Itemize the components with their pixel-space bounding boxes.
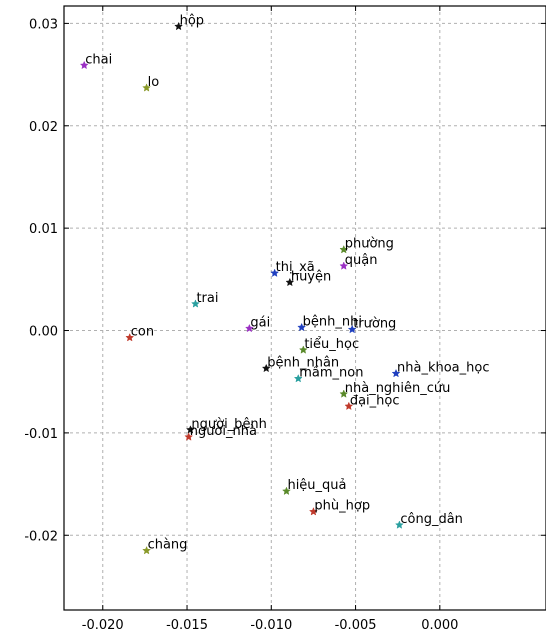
- point-label: nhà_nghiên_cứu: [345, 381, 451, 396]
- data-point: tiểu_học: [298, 337, 359, 354]
- y-tick-label: 0.03: [29, 17, 58, 32]
- point-label: phường: [345, 237, 394, 252]
- star-marker: [339, 245, 349, 254]
- star-marker: [244, 323, 254, 333]
- star-marker: [142, 83, 151, 92]
- y-tick-label: -0.01: [24, 427, 58, 442]
- x-tick-label: -0.015: [166, 618, 208, 633]
- data-point: nhà_nghiên_cứu: [339, 381, 451, 398]
- star-marker: [174, 21, 184, 31]
- star-marker: [309, 507, 318, 516]
- data-point: mầm_non: [293, 366, 363, 383]
- point-label: quận: [345, 253, 378, 268]
- data-point: trai: [191, 291, 218, 308]
- point-label: người_nhà: [190, 424, 257, 439]
- point-label: công_dân: [400, 512, 463, 527]
- data-point: phù_hợp: [309, 499, 370, 516]
- point-label: trai: [196, 291, 218, 306]
- data-point: đại_học: [344, 393, 400, 411]
- star-marker: [297, 322, 307, 332]
- star-marker: [339, 261, 349, 270]
- data-point: gái: [244, 315, 270, 333]
- point-label: phù_hợp: [314, 499, 370, 514]
- star-marker: [191, 299, 200, 308]
- star-marker: [347, 324, 357, 334]
- x-tick-label: -0.020: [82, 618, 124, 633]
- point-label: gái: [250, 315, 270, 330]
- point-label: bệnh_nhân: [267, 355, 339, 370]
- data-point: hiệu_quả: [282, 478, 347, 496]
- data-point: trường: [347, 316, 396, 334]
- data-point: hộp: [174, 13, 204, 31]
- gridlines: [64, 6, 546, 610]
- data-point: nhà_khoa_học: [391, 361, 489, 378]
- star-marker: [142, 545, 151, 555]
- point-label: tiểu_học: [304, 337, 359, 352]
- plot-frame: [63, 5, 546, 611]
- point-label: nhà_khoa_học: [397, 361, 489, 376]
- y-tick-label: -0.02: [24, 529, 58, 544]
- point-label: con: [131, 325, 154, 340]
- point-label: huyện: [291, 269, 331, 284]
- point-label: bệnh_nhi: [303, 314, 362, 329]
- star-marker: [298, 345, 308, 354]
- y-tick-label: 0.00: [29, 325, 58, 340]
- data-point: huyện: [285, 269, 331, 287]
- star-marker: [293, 373, 303, 383]
- star-marker: [185, 425, 195, 434]
- x-tick-label: -0.005: [335, 618, 377, 633]
- y-tick-label: 0.01: [29, 222, 58, 237]
- star-marker: [285, 277, 295, 287]
- star-marker: [270, 268, 280, 277]
- data-point: lo: [142, 75, 160, 92]
- point-label: người_bệnh: [191, 417, 267, 432]
- point-label: trường: [353, 316, 396, 331]
- data-point: người_nhà: [184, 424, 257, 441]
- axis-ticks: -0.020 -0.015 -0.010 -0.005 0.000 0.03 0.02 0.0…: [24, 6, 546, 633]
- data-point: con: [125, 325, 154, 342]
- point-label: mầm_non: [299, 366, 363, 381]
- star-marker: [184, 432, 194, 441]
- data-point: công_dân: [394, 512, 463, 529]
- data-point: người_bệnh: [185, 417, 267, 434]
- star-marker: [394, 520, 404, 529]
- star-marker: [282, 486, 291, 496]
- point-label: hiệu_quả: [287, 478, 346, 493]
- data-point: bệnh_nhi: [297, 314, 362, 332]
- point-label: chai: [85, 52, 112, 67]
- point-label: thị_xã: [276, 260, 315, 275]
- data-point: bệnh_nhân: [261, 355, 339, 373]
- x-tick-label: 0.000: [421, 618, 458, 633]
- data-point: thị_xã: [270, 260, 315, 277]
- point-label: đại_học: [350, 393, 400, 408]
- data-point: quận: [339, 253, 378, 270]
- star-marker: [391, 368, 401, 378]
- star-marker: [339, 389, 349, 398]
- data-point: chàng: [142, 538, 188, 555]
- star-marker: [344, 401, 354, 411]
- data-point: phường: [339, 237, 394, 254]
- star-marker: [261, 363, 271, 373]
- data-point: chai: [79, 52, 112, 70]
- point-label: chàng: [148, 538, 188, 553]
- star-marker: [125, 333, 135, 342]
- x-tick-label: -0.010: [250, 618, 292, 633]
- point-label: lo: [148, 75, 160, 90]
- star-marker: [79, 60, 89, 70]
- point-label: hộp: [180, 13, 204, 28]
- y-tick-label: 0.02: [29, 120, 58, 135]
